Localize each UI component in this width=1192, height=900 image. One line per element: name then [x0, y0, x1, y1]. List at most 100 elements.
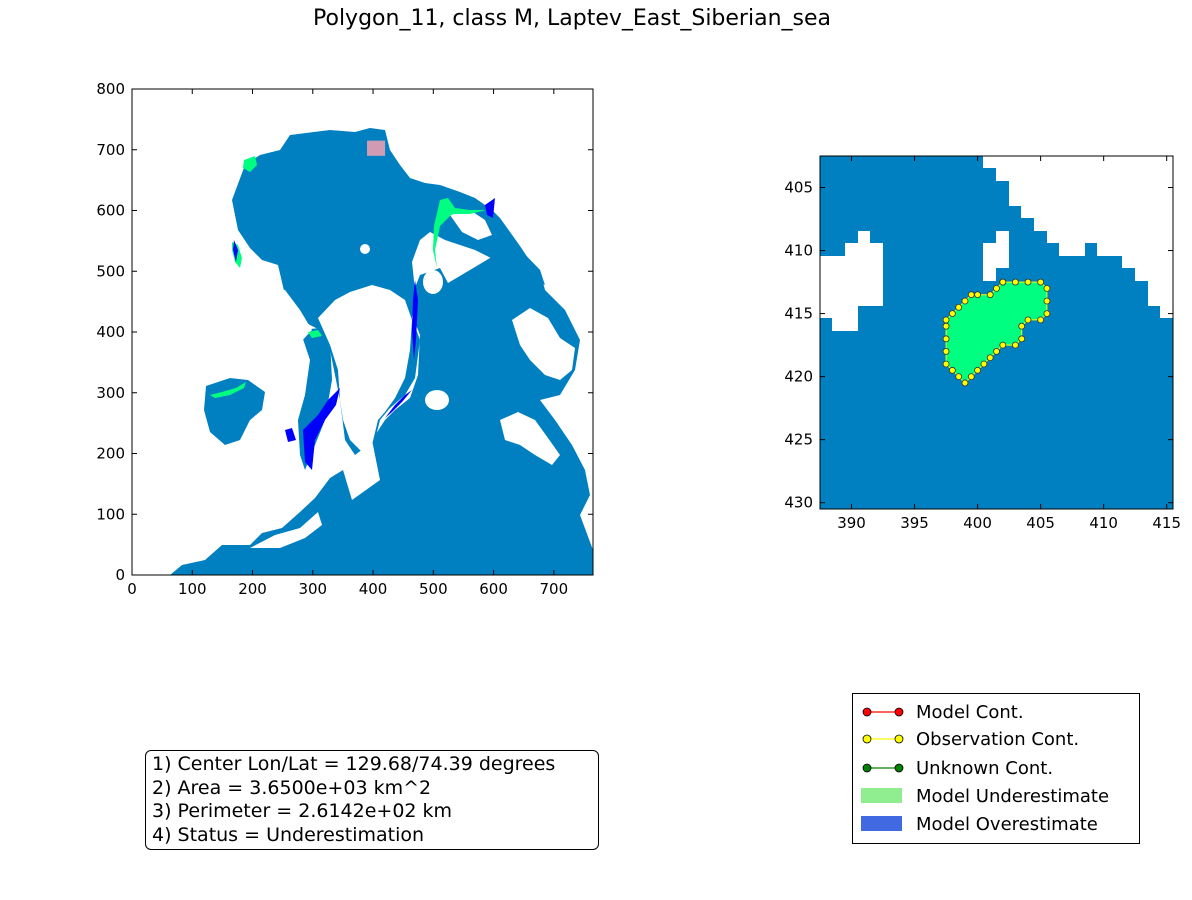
- underestimate-polygon: [946, 282, 1047, 383]
- observation-contour-point: [1043, 310, 1051, 317]
- zoom-map-image: [820, 156, 1173, 509]
- legend-label: Model Overestimate: [916, 814, 1098, 835]
- overview-x-tick-label: 400: [359, 580, 388, 598]
- info-status: 4) Status = Underestimation: [152, 823, 425, 846]
- observation-contour-point: [1024, 316, 1032, 324]
- zoom-y-tick-label: 430: [784, 494, 813, 512]
- polygon-info-box: 1) Center Lon/Lat = 129.68/74.39 degrees…: [145, 750, 599, 850]
- zoom-y-tick-label: 425: [784, 431, 813, 449]
- observation-contour-point: [1012, 341, 1019, 349]
- overview-x-tick-label: 600: [479, 580, 508, 598]
- zoom-map-frame: [819, 155, 1174, 510]
- legend-item-model-contour: Model Cont.: [853, 701, 1139, 725]
- legend-item-model-overestimate: Model Overestimate: [853, 813, 1139, 837]
- land-bay: [450, 210, 492, 240]
- land-strip-center: [248, 285, 312, 360]
- observation-contour-point: [942, 360, 950, 368]
- overview-y-tick-label: 700: [96, 141, 125, 159]
- overestimate-patch: [285, 428, 296, 442]
- observation-contour-point: [999, 278, 1007, 286]
- zoom-x-tick-label: 415: [1152, 514, 1181, 532]
- observation-contour-point: [967, 291, 975, 299]
- observation-contour-point: [942, 348, 950, 355]
- observation-contour-point: [974, 291, 981, 299]
- observation-contour-point: [1012, 278, 1019, 286]
- observation-contour-point: [942, 322, 950, 330]
- underestimate-patch: [308, 330, 322, 338]
- legend-line-marker-icon: [862, 707, 904, 717]
- zoom-y-tick-label: 410: [784, 242, 813, 260]
- zoom-x-tick-label: 410: [1089, 514, 1118, 532]
- legend: Model Cont. Observation Cont. Unknown Co…: [852, 693, 1140, 844]
- overestimate-patch: [385, 390, 412, 418]
- overview-x-tick-label: 100: [178, 580, 207, 598]
- overview-x-tick-label: 200: [238, 580, 267, 598]
- legend-line-marker-icon: [862, 734, 904, 744]
- figure-title: Polygon_11, class M, Laptev_East_Siberia…: [313, 6, 831, 31]
- land-island: [423, 270, 443, 294]
- observation-contour-point: [942, 316, 950, 324]
- observation-contour-point: [1043, 297, 1051, 305]
- overview-y-tick-label: 400: [96, 323, 125, 341]
- info-center-lonlat: 1) Center Lon/Lat = 129.68/74.39 degrees: [152, 753, 556, 775]
- observation-contour-point: [955, 373, 963, 381]
- observation-contour-point: [942, 335, 950, 343]
- overview-y-tick-label: 300: [96, 384, 125, 402]
- observation-contour-point: [948, 310, 956, 317]
- sea-ice-region: [170, 240, 593, 575]
- observation-contour-point: [986, 354, 994, 362]
- zoom-y-axis: 405 410 415 420 425 430: [784, 179, 1173, 512]
- overview-x-axis: 0 100 200 300 400 500 600 700: [127, 89, 568, 598]
- overview-map-panel: 0 100 200 300 400 500 600 700 0 100 200 300 400 500 6…: [96, 80, 594, 598]
- overview-y-tick-label: 200: [96, 445, 125, 463]
- overestimate-patch: [412, 280, 418, 360]
- legend-label: Model Underestimate: [916, 786, 1110, 807]
- zoom-land-left: [820, 231, 883, 331]
- zoom-land-top-right: [983, 156, 1173, 318]
- underestimate-patch: [210, 382, 246, 398]
- overview-y-tick-label: 100: [96, 505, 125, 523]
- observation-contour-point: [986, 291, 994, 299]
- greenland-landmass: [318, 285, 412, 452]
- overview-x-tick-label: 500: [419, 580, 448, 598]
- land-island: [360, 244, 370, 254]
- zoom-land-mid: [983, 231, 1009, 281]
- observation-contour-point: [1043, 284, 1051, 292]
- observation-contour-point: [961, 379, 969, 387]
- underestimate-patch: [433, 198, 486, 268]
- legend-label: Model Cont.: [916, 702, 1024, 723]
- zoom-x-tick-label: 395: [900, 514, 929, 532]
- legend-patch-icon: [861, 788, 902, 803]
- overview-x-tick-label: 0: [127, 580, 137, 598]
- zoom-x-tick-label: 390: [837, 514, 866, 532]
- observation-contour-point: [1018, 322, 1026, 330]
- zoom-y-tick-label: 420: [784, 368, 813, 386]
- observation-contour-line: [945, 281, 1048, 384]
- observation-contour-point: [980, 360, 988, 368]
- legend-label: Observation Cont.: [916, 729, 1080, 750]
- observation-contour-point: [1037, 316, 1045, 324]
- overview-x-tick-label: 300: [298, 580, 327, 598]
- observation-contour-point: [948, 366, 956, 374]
- observation-contour-point: [955, 303, 963, 311]
- observation-contour-point: [1018, 335, 1026, 343]
- overview-x-tick-label: 700: [540, 580, 569, 598]
- legend-label: Unknown Cont.: [916, 758, 1054, 779]
- overview-y-tick-label: 500: [96, 262, 125, 280]
- observation-contour-markers: [942, 278, 1051, 387]
- overestimate-patch: [485, 198, 495, 218]
- zoom-y-tick-label: 405: [784, 179, 813, 197]
- land-island: [425, 390, 449, 410]
- zoom-x-axis: 390 395 400 405 410 415: [837, 156, 1181, 532]
- overview-map-image: [132, 89, 593, 575]
- overview-y-axis: 0 100 200 300 400 500 600 700 800: [96, 80, 593, 584]
- land-bottom-left: [250, 512, 322, 548]
- legend-item-unknown-contour: Unknown Cont.: [853, 757, 1139, 781]
- overview-y-tick-label: 600: [96, 202, 125, 220]
- legend-item-observation-contour: Observation Cont.: [853, 728, 1139, 752]
- zoom-y-tick-label: 415: [784, 305, 813, 323]
- observation-contour-point: [961, 297, 969, 305]
- zoom-x-tick-label: 405: [1026, 514, 1055, 532]
- overview-y-tick-label: 800: [96, 80, 125, 98]
